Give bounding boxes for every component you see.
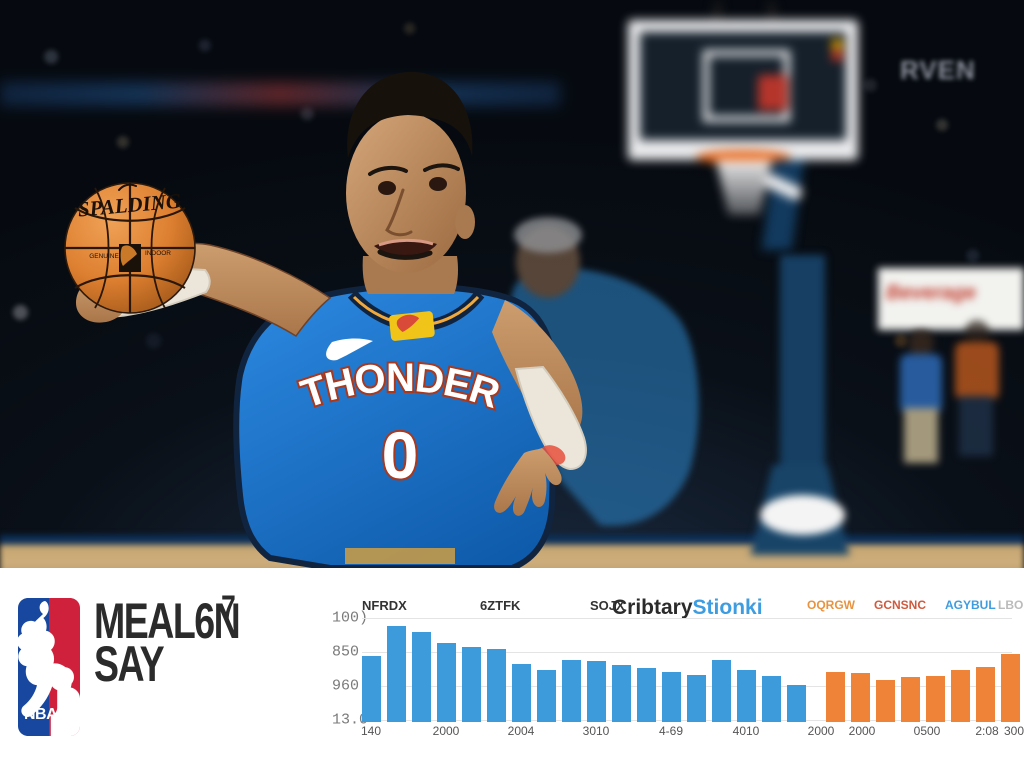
svg-text:INDOOR: INDOOR [145,250,171,257]
svg-text:GENUINE: GENUINE [89,253,119,260]
svg-text:0: 0 [382,418,419,492]
svg-text:NBA: NBA [24,706,58,723]
